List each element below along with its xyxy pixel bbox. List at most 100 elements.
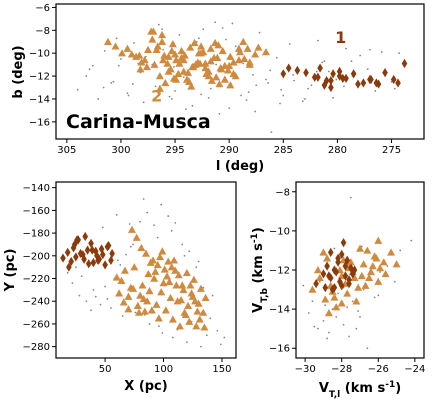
group1-point-14: [109, 248, 115, 259]
field-point-12: [146, 211, 149, 214]
group2-point-65: [216, 64, 225, 72]
group1-point-0: [313, 279, 319, 289]
field-point-25: [225, 38, 227, 41]
field-point-10: [351, 300, 354, 303]
field-point-43: [183, 254, 186, 257]
group1-point-1: [64, 247, 71, 257]
field-point-2: [91, 64, 94, 67]
field-point-40: [317, 39, 319, 42]
group1-point-2: [324, 261, 330, 271]
panel-bl-xlabel: X (pc): [124, 379, 167, 394]
x-tick-label: 300: [111, 145, 130, 156]
group2-point-53: [201, 64, 210, 72]
group2-point-39: [156, 252, 165, 261]
group2-point-17: [159, 279, 168, 287]
group1-point-12: [375, 79, 382, 89]
panel-br-marks: [302, 196, 413, 350]
field-point-30: [161, 332, 164, 334]
x-tick-label: −26: [368, 364, 389, 375]
group2-point-16: [157, 288, 166, 296]
group1-point-21: [355, 79, 361, 89]
group2-point-38: [151, 267, 160, 275]
field-point-22: [335, 316, 338, 318]
group2-point-58: [186, 281, 195, 289]
field-point-84: [112, 80, 115, 83]
x-tick-label: 100: [154, 364, 173, 375]
group2-point-9: [359, 260, 368, 268]
group2-point-90: [211, 38, 220, 47]
group2-point-68: [144, 269, 153, 278]
group1-point-25: [336, 66, 343, 77]
field-point-41: [323, 60, 326, 63]
group1-point-19: [85, 259, 92, 269]
y-tick-label: −10: [269, 226, 290, 237]
group2-point-22: [229, 58, 238, 66]
field-point-19: [191, 104, 194, 107]
field-point-13: [154, 85, 157, 88]
group2-point-62: [187, 82, 196, 90]
group2-point-14: [387, 248, 396, 256]
group1-point-18: [321, 80, 328, 90]
field-point-39: [128, 223, 131, 225]
group1-point-2: [294, 65, 301, 75]
group1-point-25: [73, 252, 79, 262]
group1-point-20: [335, 253, 341, 263]
group2-point-38: [210, 53, 219, 61]
field-point-40: [142, 198, 145, 200]
group2-point-55: [212, 73, 221, 81]
group2-point-66: [134, 308, 143, 316]
group2-point-49: [132, 233, 141, 241]
panel-top-marks: [76, 21, 408, 134]
field-point-4: [322, 319, 325, 322]
field-point-15: [167, 215, 170, 217]
field-point-16: [174, 221, 177, 224]
group2-point-23: [357, 271, 366, 280]
panel-bottom-right-vt: −30 −28 −26 −24 −8 −10 −12 −14 −16 VT,l (km s-1)…: [250, 181, 425, 400]
field-point-48: [374, 90, 377, 92]
field-point-21: [324, 304, 327, 307]
group1-point-17: [326, 271, 332, 281]
field-point-33: [205, 334, 208, 337]
group2-point-11: [145, 287, 154, 295]
group2-point-55: [172, 281, 181, 289]
group2-point-45: [158, 30, 167, 39]
group2-point-24: [363, 246, 372, 254]
field-point-51: [186, 341, 188, 344]
field-point-27: [234, 45, 237, 48]
field-point-78: [269, 69, 272, 72]
y-tick-label: −14: [29, 94, 50, 105]
field-point-60: [214, 21, 217, 24]
group2-point-84: [158, 37, 167, 45]
group2-point-67: [236, 48, 244, 56]
group2-point-77: [194, 49, 203, 57]
group1-point-26: [82, 231, 89, 242]
x-tick-label: 295: [166, 145, 185, 156]
group2-point-62: [115, 289, 124, 297]
group2-point-13: [150, 274, 159, 282]
group1-point-24: [108, 255, 114, 265]
x-tick-label: 50: [99, 364, 112, 375]
group2-point-59: [191, 297, 200, 305]
y-tick-label: −280: [23, 342, 50, 353]
group2-point-47: [168, 40, 177, 48]
group2-point-57: [135, 51, 144, 59]
field-point-38: [117, 259, 119, 262]
field-point-46: [359, 54, 362, 57]
field-point-8: [119, 263, 122, 266]
field-point-14: [162, 48, 165, 51]
y-tick-label: −180: [23, 229, 50, 240]
field-point-34: [275, 56, 278, 59]
field-point-31: [258, 31, 261, 34]
panel-br-xlabel: VT,l (km s-1): [319, 380, 401, 400]
group2-point-21: [168, 315, 177, 323]
group2-point-24: [240, 54, 249, 63]
group2-point-72: [136, 65, 145, 73]
field-point-88: [207, 96, 210, 99]
group2-point-9: [140, 307, 149, 315]
panel-top-lb: 305 300 295 290 285 280 275−6−8−10−12−14−16 1 …: [11, 3, 425, 174]
field-point-10: [132, 243, 135, 246]
field-point-68: [321, 61, 324, 64]
group2-point-30: [189, 275, 198, 283]
x-tick-label: 275: [382, 145, 401, 156]
